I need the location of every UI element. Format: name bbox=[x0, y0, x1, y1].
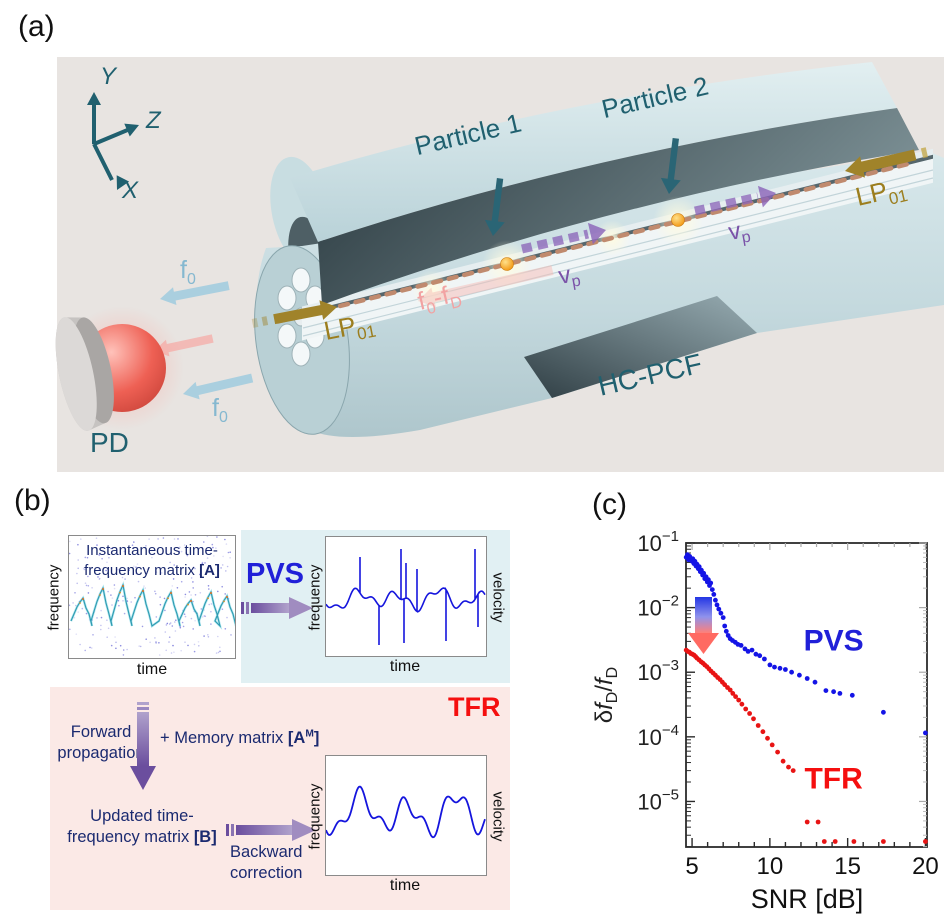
lp01-left-label: LP01 bbox=[321, 307, 377, 350]
tfr-box-yaxis-label: frequency bbox=[306, 783, 324, 850]
fiber-top-shell-underside bbox=[318, 108, 919, 305]
chart-y-axis-title: δfD/fD bbox=[591, 667, 621, 724]
tfr-velocity-signal-plot bbox=[325, 785, 486, 839]
pvs-output-box bbox=[325, 536, 487, 657]
panel-a-label: (a) bbox=[18, 10, 55, 43]
fiber-bottom-shell bbox=[256, 152, 944, 437]
fiber-cut-face bbox=[524, 296, 757, 398]
memory-matrix-label: + Memory matrix [AM] bbox=[160, 728, 320, 748]
chart-x-axis-title: SNR [dB] bbox=[751, 884, 864, 914]
pvs-method-label: PVS bbox=[246, 558, 305, 590]
svg-text:10−4: 10−4 bbox=[637, 722, 679, 750]
series-label-pvs: PVS bbox=[804, 625, 864, 658]
particle-1 bbox=[500, 257, 514, 271]
pvs-box-right-label: velocity bbox=[489, 572, 507, 623]
forward-propagation-label: Forward propagation bbox=[57, 723, 145, 762]
panel-b-label: (b) bbox=[14, 484, 51, 517]
f0-bottom-label: f0 bbox=[212, 394, 228, 426]
panel-a-illustration: Particle 1 Particle 2 HC-PCF LP01 LP01 f… bbox=[55, 57, 944, 472]
matrix-a-yaxis-label: frequency bbox=[45, 564, 63, 631]
axis-z-label: Z bbox=[145, 107, 162, 134]
fiber-top-shell-surface bbox=[290, 62, 897, 242]
svg-text:15: 15 bbox=[834, 853, 861, 880]
snr-error-chart: 5 10 15 20 10−1 10−2 10−3 10−4 10−5 PVS TFR δfD/fD… bbox=[591, 528, 939, 914]
tfr-method-label: TFR bbox=[448, 692, 501, 722]
forward-propagation-arrow bbox=[130, 702, 156, 790]
improvement-arrow bbox=[688, 597, 719, 654]
pvs-box-yaxis-label: frequency bbox=[306, 564, 324, 631]
tfr-box-right-label: velocity bbox=[489, 791, 507, 842]
matrix-a-box: Instantaneous time- frequency matrix [A] bbox=[68, 535, 236, 659]
pvs-velocity-signal-plot bbox=[325, 549, 486, 645]
matrix-a-title: Instantaneous time- frequency matrix [A] bbox=[84, 542, 220, 579]
lp01-right-label: LP01 bbox=[853, 171, 910, 216]
pvs-box-xaxis-label: time bbox=[389, 658, 421, 675]
tfr-box-xaxis-label: time bbox=[389, 877, 421, 894]
pvs-arrow bbox=[241, 597, 313, 619]
svg-text:5: 5 bbox=[685, 853, 698, 880]
pd-label: PD bbox=[90, 427, 129, 458]
svg-text:10−5: 10−5 bbox=[637, 786, 679, 814]
svg-text:10: 10 bbox=[757, 853, 784, 880]
axis-y-label: Y bbox=[100, 63, 118, 90]
noisy-spectrogram-plot bbox=[69, 536, 235, 656]
svg-text:20: 20 bbox=[912, 853, 939, 880]
coordinate-axes bbox=[92, 100, 131, 181]
svg-text:10−1: 10−1 bbox=[637, 528, 679, 556]
series-label-tfr: TFR bbox=[804, 762, 863, 795]
pd-mount-disc bbox=[55, 317, 114, 431]
svg-text:10−2: 10−2 bbox=[637, 593, 679, 621]
panel-c-label: (c) bbox=[592, 488, 627, 521]
tfr-output-box bbox=[325, 755, 487, 876]
particle-2 bbox=[671, 213, 685, 227]
vp-label-1: vp bbox=[556, 260, 582, 293]
backward-correction-label: Backward correction bbox=[230, 843, 303, 882]
updated-matrix-label: Updated time- frequency matrix [B] bbox=[67, 807, 217, 846]
matrix-a-xaxis-label: time bbox=[136, 661, 168, 678]
core-channel-line2 bbox=[302, 177, 934, 337]
backward-correction-arrow bbox=[226, 819, 316, 841]
svg-text:10−3: 10−3 bbox=[637, 657, 679, 685]
f0-top-label: f0 bbox=[180, 256, 196, 288]
axis-x-label: X bbox=[121, 177, 139, 204]
vp-label-2: vp bbox=[726, 216, 752, 249]
